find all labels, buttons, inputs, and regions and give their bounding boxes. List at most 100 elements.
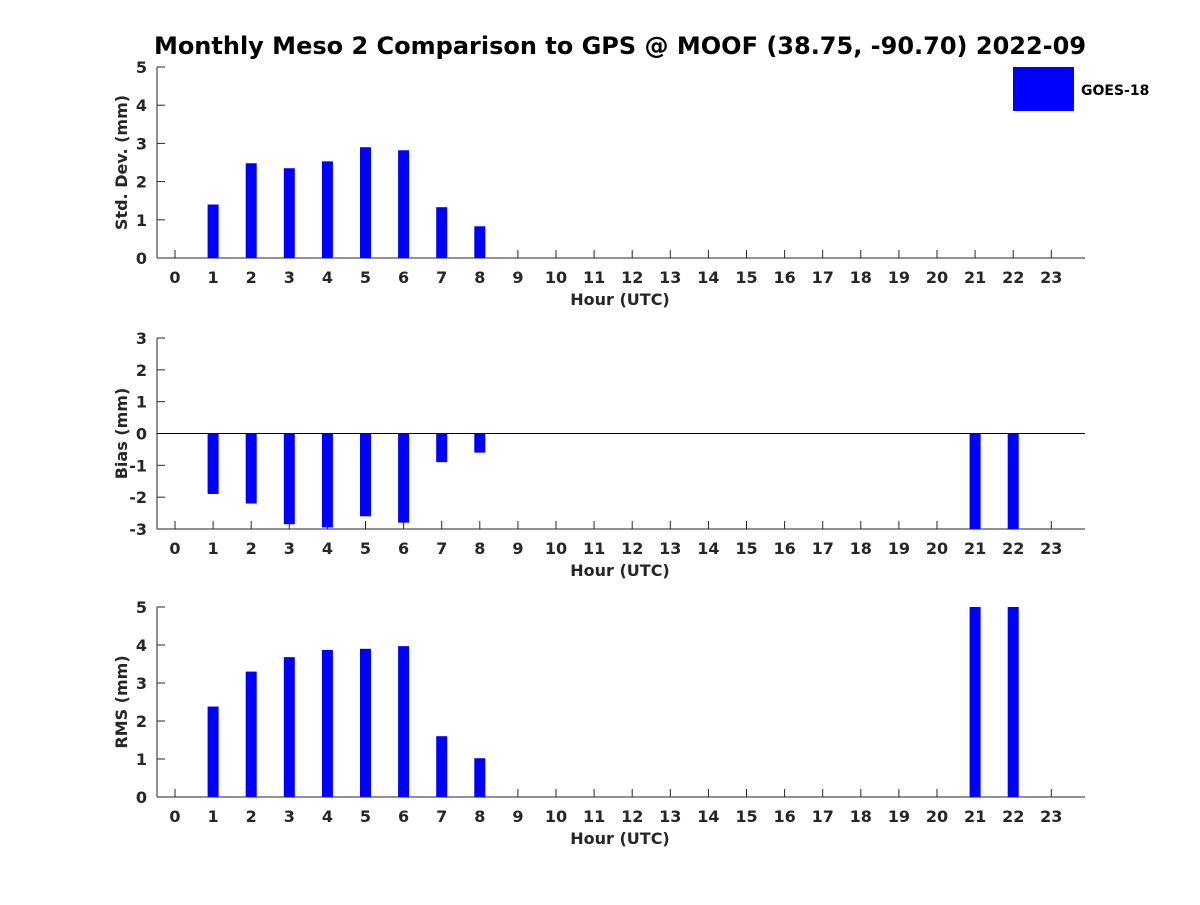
x-tick-label: 23 bbox=[1040, 539, 1062, 558]
bar-hour-6 bbox=[398, 150, 410, 258]
y-tick-label: 5 bbox=[136, 58, 147, 77]
bar-hour-5 bbox=[360, 433, 371, 517]
x-tick-label: 12 bbox=[621, 539, 643, 558]
x-tick-label: 3 bbox=[284, 807, 295, 826]
y-axis-label: RMS (mm) bbox=[112, 655, 131, 748]
x-tick-label: 1 bbox=[208, 268, 219, 287]
bar-hour-5 bbox=[360, 648, 371, 797]
x-tick-label: 22 bbox=[1002, 807, 1024, 826]
x-tick-label: 8 bbox=[474, 268, 485, 287]
bar-hour-3 bbox=[283, 433, 295, 525]
y-tick-label: 1 bbox=[136, 393, 147, 412]
y-tick-label: 0 bbox=[136, 425, 147, 444]
bar-hour-2 bbox=[245, 671, 257, 797]
bar-hour-2 bbox=[245, 433, 257, 504]
x-tick-label: 11 bbox=[583, 268, 605, 287]
x-axis-label: Hour (UTC) bbox=[570, 829, 670, 848]
x-tick-label: 6 bbox=[398, 539, 409, 558]
y-tick-label: 4 bbox=[136, 636, 147, 655]
x-tick-label: 3 bbox=[284, 539, 295, 558]
x-tick-label: 21 bbox=[964, 807, 986, 826]
x-tick-label: 9 bbox=[512, 807, 523, 826]
x-tick-label: 9 bbox=[512, 268, 523, 287]
x-tick-label: 0 bbox=[169, 268, 180, 287]
y-tick-label: -2 bbox=[129, 488, 147, 507]
y-tick-label: -1 bbox=[129, 456, 147, 475]
y-tick-label: -3 bbox=[129, 520, 147, 539]
bar-hour-6 bbox=[398, 433, 410, 523]
x-tick-label: 14 bbox=[697, 807, 719, 826]
bar-hour-21 bbox=[969, 607, 981, 797]
x-tick-label: 13 bbox=[659, 807, 681, 826]
bar-hour-22 bbox=[1007, 607, 1019, 797]
x-tick-label: 12 bbox=[621, 268, 643, 287]
x-tick-label: 20 bbox=[926, 268, 948, 287]
x-tick-label: 3 bbox=[284, 268, 295, 287]
chart-title: Monthly Meso 2 Comparison to GPS @ MOOF … bbox=[154, 32, 1086, 60]
x-tick-label: 15 bbox=[735, 268, 757, 287]
bar-hour-1 bbox=[207, 204, 219, 258]
y-axis-label: Bias (mm) bbox=[112, 388, 131, 480]
x-tick-label: 21 bbox=[964, 539, 986, 558]
legend-swatch bbox=[1013, 67, 1074, 111]
x-tick-label: 10 bbox=[545, 539, 567, 558]
x-tick-label: 9 bbox=[512, 539, 523, 558]
x-tick-label: 21 bbox=[964, 268, 986, 287]
x-tick-label: 16 bbox=[773, 268, 795, 287]
x-tick-label: 0 bbox=[169, 539, 180, 558]
bar-hour-3 bbox=[283, 168, 295, 258]
bar-hour-1 bbox=[207, 433, 219, 494]
x-tick-label: 5 bbox=[360, 807, 371, 826]
bar-hour-6 bbox=[398, 646, 410, 797]
y-tick-label: 3 bbox=[136, 134, 147, 153]
x-tick-label: 19 bbox=[888, 539, 910, 558]
bar-hour-7 bbox=[436, 433, 448, 463]
x-tick-label: 7 bbox=[436, 268, 447, 287]
bar-hour-5 bbox=[360, 147, 371, 258]
x-tick-label: 10 bbox=[545, 807, 567, 826]
y-tick-label: 2 bbox=[136, 712, 147, 731]
bar-hour-21 bbox=[969, 433, 981, 529]
bar-hour-7 bbox=[436, 736, 448, 797]
y-tick-label: 1 bbox=[136, 211, 147, 230]
x-tick-label: 2 bbox=[246, 807, 257, 826]
y-tick-label: 5 bbox=[136, 598, 147, 617]
x-tick-label: 17 bbox=[812, 268, 834, 287]
x-tick-label: 23 bbox=[1040, 268, 1062, 287]
y-tick-label: 4 bbox=[136, 96, 147, 115]
x-tick-label: 8 bbox=[474, 539, 485, 558]
x-tick-label: 17 bbox=[812, 539, 834, 558]
x-tick-label: 13 bbox=[659, 268, 681, 287]
y-tick-label: 1 bbox=[136, 750, 147, 769]
x-tick-label: 4 bbox=[322, 268, 333, 287]
x-tick-label: 11 bbox=[583, 539, 605, 558]
bar-hour-2 bbox=[245, 163, 257, 258]
x-tick-label: 15 bbox=[735, 807, 757, 826]
x-tick-label: 17 bbox=[812, 807, 834, 826]
x-tick-label: 6 bbox=[398, 268, 409, 287]
x-tick-label: 16 bbox=[773, 539, 795, 558]
y-tick-label: 2 bbox=[136, 361, 147, 380]
x-tick-label: 6 bbox=[398, 807, 409, 826]
x-tick-label: 2 bbox=[246, 268, 257, 287]
x-tick-label: 20 bbox=[926, 539, 948, 558]
x-tick-label: 16 bbox=[773, 807, 795, 826]
x-tick-label: 23 bbox=[1040, 807, 1062, 826]
x-tick-label: 13 bbox=[659, 539, 681, 558]
x-tick-label: 5 bbox=[360, 539, 371, 558]
x-tick-label: 18 bbox=[850, 539, 872, 558]
bar-hour-4 bbox=[321, 433, 333, 528]
y-tick-label: 2 bbox=[136, 173, 147, 192]
x-tick-label: 7 bbox=[436, 807, 447, 826]
bar-hour-4 bbox=[321, 649, 333, 797]
x-axis-label: Hour (UTC) bbox=[570, 290, 670, 309]
bar-hour-1 bbox=[207, 706, 219, 797]
x-tick-label: 12 bbox=[621, 807, 643, 826]
x-tick-label: 5 bbox=[360, 268, 371, 287]
x-tick-label: 14 bbox=[697, 268, 719, 287]
x-tick-label: 22 bbox=[1002, 268, 1024, 287]
